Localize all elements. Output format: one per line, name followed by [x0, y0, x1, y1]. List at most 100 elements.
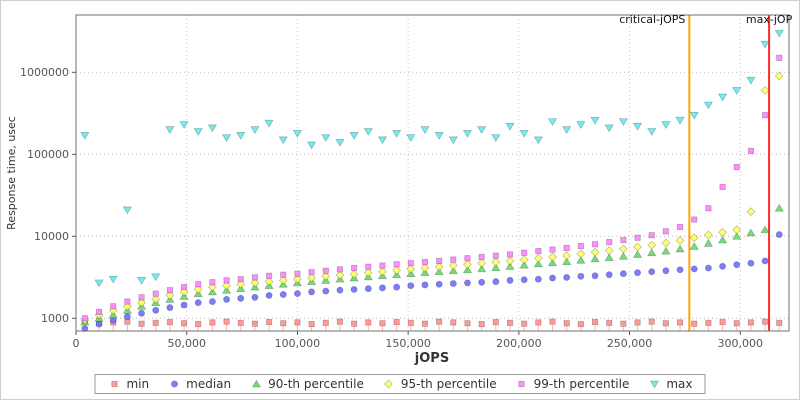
data-point-90-th-percentile	[434, 267, 444, 276]
data-point-max	[689, 111, 699, 120]
data-point-90-th-percentile	[477, 264, 487, 273]
data-point-min	[351, 320, 358, 327]
legend-label-min: min	[126, 377, 150, 391]
data-point-median	[265, 291, 273, 299]
data-point-99-th-percentile	[563, 244, 570, 252]
y-tick-label: 100000	[27, 148, 69, 161]
data-point-90-th-percentile	[590, 254, 600, 263]
data-point-median	[180, 301, 188, 309]
data-point-99-th-percentile	[421, 259, 429, 266]
data-point-95-th-percentile	[264, 277, 274, 287]
data-point-90-th-percentile	[448, 266, 458, 275]
data-point-99-th-percentile	[181, 284, 188, 291]
legend-marker-max-icon	[649, 380, 659, 389]
data-point-max	[377, 136, 388, 145]
data-point-min	[662, 320, 669, 327]
legend-marker-min	[111, 380, 118, 388]
data-point-min	[677, 319, 684, 326]
data-point-max	[292, 130, 303, 138]
data-point-median	[152, 306, 160, 314]
data-point-median	[719, 262, 727, 270]
data-point-90-th-percentile	[108, 310, 118, 319]
data-point-median	[223, 295, 231, 303]
data-point-min	[776, 319, 783, 326]
data-point-99-th-percentile	[691, 216, 698, 223]
data-point-median	[733, 261, 741, 269]
data-point-90-th-percentile	[717, 235, 728, 244]
data-point-99-th-percentile	[620, 237, 627, 244]
data-point-90-th-percentile	[221, 285, 232, 294]
data-point-median	[251, 293, 259, 301]
plot-border	[75, 14, 790, 332]
data-point-max	[774, 29, 784, 38]
data-point-min	[506, 319, 514, 326]
data-point-95-th-percentile	[307, 273, 316, 283]
data-point-min	[251, 320, 258, 327]
data-point-median	[336, 286, 344, 294]
data-point-median	[166, 304, 174, 312]
legend-marker-median	[170, 380, 178, 388]
data-point-max	[661, 121, 671, 130]
data-point-99-th-percentile	[549, 246, 556, 253]
data-point-99-th-percentile	[266, 272, 273, 279]
data-point-max	[151, 273, 161, 282]
data-point-max	[193, 128, 203, 136]
data-point-max	[717, 93, 728, 102]
data-point-median	[591, 272, 599, 280]
data-point-median	[605, 271, 613, 279]
data-point-min	[379, 320, 386, 327]
data-point-median	[704, 264, 712, 272]
data-point-99-th-percentile	[95, 308, 103, 315]
data-point-median	[208, 298, 216, 306]
data-point-95-th-percentile	[321, 271, 331, 281]
data-point-min	[266, 319, 273, 326]
data-point-median	[506, 276, 514, 284]
data-point-min	[308, 321, 315, 328]
data-point-median	[648, 268, 656, 276]
data-point-median	[634, 269, 641, 277]
data-point-99-th-percentile	[492, 252, 499, 259]
data-point-95-th-percentile	[718, 227, 727, 237]
legend-label-median: median	[186, 377, 232, 391]
data-point-95-th-percentile	[774, 71, 784, 81]
legend-label-max: max	[666, 377, 693, 391]
data-point-95-th-percentile	[222, 281, 231, 291]
data-point-95-th-percentile	[618, 244, 628, 254]
data-point-min	[563, 320, 570, 327]
x-tick-label: 150,000	[385, 337, 431, 350]
data-point-max	[236, 132, 246, 140]
data-point-median	[478, 278, 486, 286]
data-point-median	[379, 284, 386, 292]
data-point-99-th-percentile	[322, 267, 329, 274]
annotation-label-critical-jops: critical-jOPS	[619, 13, 685, 26]
data-point-95-th-percentile	[406, 264, 416, 274]
data-point-99-th-percentile	[478, 253, 485, 261]
data-point-99-th-percentile	[138, 294, 145, 301]
data-point-max	[406, 134, 416, 142]
data-point-95-th-percentile	[477, 258, 487, 268]
data-point-max	[491, 134, 501, 142]
data-point-99-th-percentile	[719, 183, 726, 190]
legend-marker-99-th-percentile-icon	[518, 380, 525, 388]
data-point-median	[279, 291, 287, 298]
data-point-max	[477, 126, 487, 135]
data-point-min	[606, 319, 613, 326]
data-point-max	[618, 118, 628, 127]
data-point-95-th-percentile	[463, 259, 472, 269]
data-point-99-th-percentile	[450, 256, 457, 263]
data-point-95-th-percentile	[293, 274, 302, 284]
data-point-90-th-percentile	[746, 228, 756, 237]
legend-item-95-th-percentile: 95-th percentile	[382, 377, 497, 391]
legend-label-99-th-percentile: 99-th percentile	[533, 377, 630, 391]
data-point-95-th-percentile	[151, 295, 161, 304]
data-point-99-th-percentile	[776, 54, 783, 61]
data-point-99-th-percentile	[705, 205, 712, 212]
data-point-median	[421, 281, 429, 289]
data-point-90-th-percentile	[632, 250, 643, 258]
data-point-min	[733, 320, 740, 327]
data-point-min	[365, 319, 372, 326]
data-point-99-th-percentile	[535, 248, 542, 255]
data-point-99-th-percentile	[336, 266, 343, 273]
data-point-min	[280, 320, 287, 327]
data-point-max	[505, 122, 515, 131]
